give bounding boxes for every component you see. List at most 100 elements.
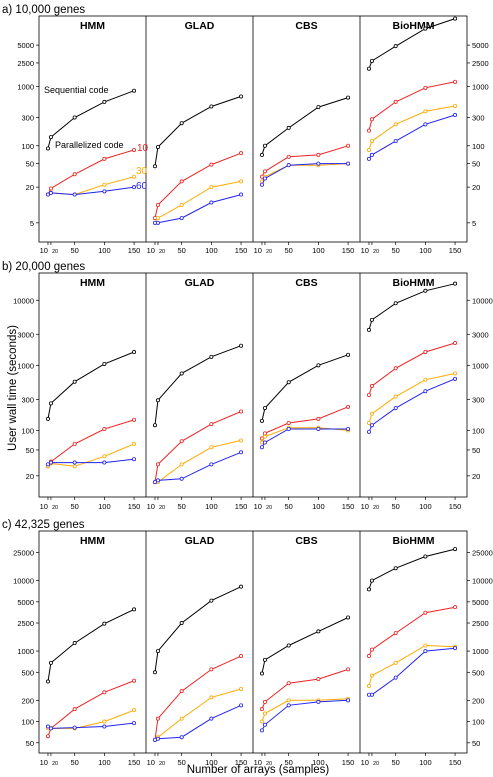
y-axis-label: User wall time (seconds): [7, 325, 19, 451]
data-point: [346, 95, 351, 100]
series-line-Sequential: [154, 586, 242, 673]
x-tick-label: 150: [342, 246, 355, 255]
data-point: [316, 677, 321, 682]
data-point: [453, 646, 458, 651]
data-point: [102, 621, 107, 626]
data-point: [366, 327, 371, 332]
data-point: [155, 649, 160, 654]
data-point: [239, 94, 244, 99]
data-point: [393, 366, 398, 371]
data-point: [239, 151, 244, 156]
data-point: [369, 423, 374, 428]
series-line-Sequential: [154, 345, 242, 426]
y-tick-label-right: 200: [472, 696, 485, 705]
data-point: [239, 450, 244, 455]
x-tick-label: 50: [285, 246, 293, 255]
annotation-sequential: Sequential code: [44, 85, 109, 95]
data-point: [316, 629, 321, 634]
x-tick-label: 50: [178, 246, 186, 255]
data-point: [369, 152, 374, 157]
x-tick-label: 100: [312, 502, 325, 511]
data-point: [209, 162, 214, 167]
data-point: [48, 135, 53, 140]
data-point: [453, 103, 458, 108]
data-point: [453, 547, 458, 552]
data-point: [262, 699, 267, 704]
data-point: [72, 725, 77, 730]
method-header: GLAD: [185, 20, 215, 32]
data-point: [453, 281, 458, 286]
data-point: [155, 716, 160, 721]
method-header: CBS: [295, 277, 317, 289]
method-header: BioHMM: [393, 277, 435, 289]
data-point: [262, 440, 267, 445]
data-point: [453, 605, 458, 610]
y-tick-label-right: 1000: [472, 83, 489, 92]
series-line-60: [261, 428, 349, 448]
annotation-10: 10: [137, 143, 149, 154]
y-tick-label-left: 2500: [17, 59, 34, 68]
data-point: [316, 161, 321, 166]
data-point: [239, 192, 244, 197]
data-point: [155, 736, 160, 741]
series-line-Sequential: [47, 351, 135, 419]
data-point: [132, 350, 137, 355]
data-point: [102, 156, 107, 161]
y-tick-label-left: 50: [26, 739, 34, 748]
data-point: [179, 121, 184, 126]
y-tick-label-left: 25000: [13, 549, 34, 558]
data-point: [239, 703, 244, 708]
data-point: [423, 389, 428, 394]
x-tick-label: 150: [235, 246, 248, 255]
data-point: [45, 734, 50, 739]
data-point: [393, 301, 398, 306]
data-point: [152, 480, 157, 485]
series-line-60: [154, 704, 242, 741]
annotation-30: 30: [136, 166, 148, 177]
data-point: [132, 678, 137, 683]
x-tick-label: 150: [235, 758, 248, 767]
method-header: HMM: [80, 20, 105, 32]
y-tick-label-left: 300: [21, 113, 34, 122]
data-point: [262, 434, 267, 439]
data-point: [209, 667, 214, 672]
x-tick-label: 20: [373, 761, 379, 767]
y-tick-label-right: 10000: [472, 296, 493, 305]
data-point: [259, 418, 264, 423]
data-point: [346, 615, 351, 620]
data-point: [316, 363, 321, 368]
data-point: [259, 445, 264, 450]
data-point: [102, 99, 107, 104]
method-header: CBS: [295, 20, 317, 32]
data-point: [316, 426, 321, 431]
data-point: [209, 695, 214, 700]
x-tick-label: 20: [159, 761, 165, 767]
data-point: [132, 441, 137, 446]
data-point: [132, 185, 137, 190]
data-point: [286, 681, 291, 686]
data-point: [45, 192, 50, 197]
series-line-10: [368, 606, 456, 657]
y-tick-label-right: 5: [472, 219, 476, 228]
data-point: [179, 476, 184, 481]
data-point: [369, 647, 374, 652]
data-point: [366, 420, 371, 425]
series-line-60: [261, 699, 349, 731]
x-tick-label: 100: [312, 246, 325, 255]
data-point: [346, 698, 351, 703]
data-point: [453, 79, 458, 84]
y-tick-label-left: 3000: [17, 330, 34, 339]
data-point: [453, 376, 458, 381]
y-tick-label-right: 50: [472, 160, 480, 169]
method-header: GLAD: [185, 277, 215, 289]
x-tick-label: 10: [361, 758, 369, 767]
series-line-30: [155, 439, 242, 483]
data-point: [45, 679, 50, 684]
data-point: [369, 384, 374, 389]
data-point: [239, 409, 244, 414]
data-point: [286, 703, 291, 708]
method-header: BioHMM: [393, 535, 435, 547]
data-point: [209, 422, 214, 427]
series-line-60: [47, 458, 135, 465]
data-point: [102, 426, 107, 431]
